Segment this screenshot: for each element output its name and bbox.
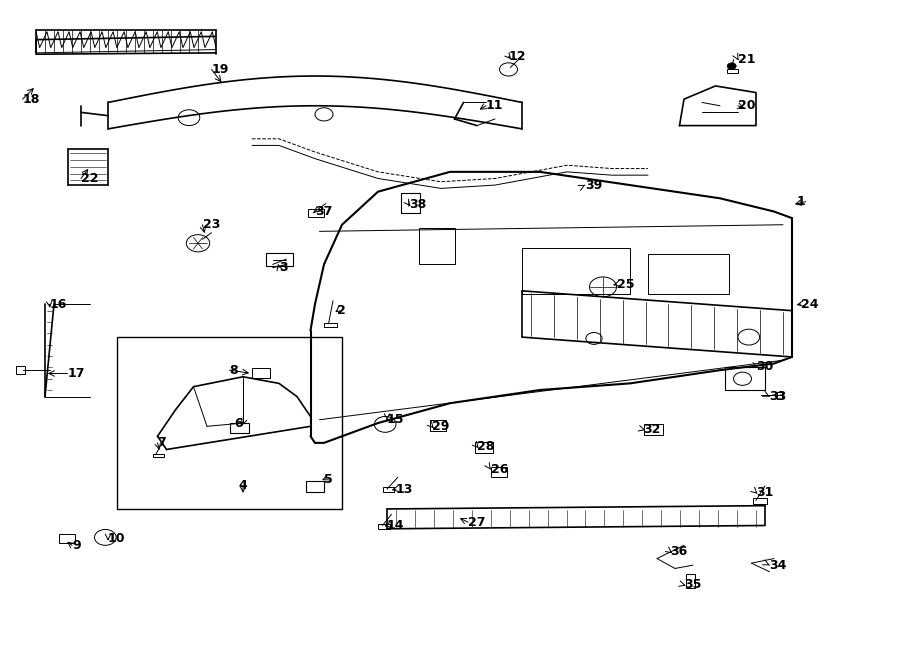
Text: 10: 10: [108, 532, 125, 545]
Bar: [117, 337, 342, 509]
Bar: [266, 253, 292, 266]
Text: 34: 34: [770, 559, 787, 572]
Text: 14: 14: [387, 519, 404, 532]
Bar: [308, 209, 324, 217]
Bar: [418, 228, 454, 264]
Text: 22: 22: [81, 172, 98, 185]
Text: 27: 27: [468, 516, 485, 529]
Bar: [153, 454, 164, 457]
Bar: [475, 442, 493, 453]
Bar: [230, 423, 249, 433]
Bar: [777, 392, 782, 399]
Text: 1: 1: [796, 195, 806, 208]
Text: 6: 6: [234, 416, 243, 430]
Text: 28: 28: [477, 440, 494, 453]
Text: 35: 35: [684, 578, 701, 592]
Text: 30: 30: [756, 360, 773, 373]
Text: 15: 15: [387, 413, 404, 426]
Bar: [686, 574, 695, 588]
Text: 3: 3: [279, 261, 288, 274]
Text: 20: 20: [738, 99, 755, 112]
Bar: [753, 498, 767, 504]
Bar: [724, 367, 765, 390]
Bar: [648, 254, 729, 294]
Text: 24: 24: [801, 297, 818, 311]
Text: 39: 39: [585, 178, 602, 192]
Bar: [252, 368, 270, 378]
Text: 37: 37: [315, 205, 332, 218]
Bar: [16, 366, 25, 374]
Text: 13: 13: [396, 483, 413, 496]
Text: 33: 33: [770, 390, 787, 403]
Text: 18: 18: [22, 93, 40, 106]
Text: 2: 2: [338, 304, 346, 317]
Text: 11: 11: [486, 99, 503, 112]
Bar: [400, 193, 420, 213]
Bar: [522, 248, 630, 294]
Bar: [306, 481, 324, 492]
Bar: [58, 534, 75, 543]
Text: 9: 9: [72, 539, 81, 552]
Text: 19: 19: [212, 63, 229, 76]
Text: 31: 31: [756, 486, 773, 499]
Text: 17: 17: [68, 367, 85, 380]
Text: 26: 26: [491, 463, 508, 476]
Text: 25: 25: [616, 278, 634, 291]
Text: 23: 23: [202, 218, 220, 231]
Text: 8: 8: [230, 364, 238, 377]
Text: 29: 29: [432, 420, 449, 433]
Bar: [644, 424, 663, 435]
Text: 4: 4: [238, 479, 248, 492]
Bar: [430, 420, 446, 431]
Bar: [324, 323, 337, 327]
Bar: [383, 487, 394, 492]
Text: 36: 36: [670, 545, 688, 559]
Text: 12: 12: [508, 50, 526, 63]
Text: 21: 21: [738, 53, 755, 66]
Text: 7: 7: [158, 436, 166, 449]
Bar: [727, 69, 738, 73]
Bar: [378, 524, 390, 529]
Text: 16: 16: [50, 297, 67, 311]
Circle shape: [727, 63, 736, 69]
Text: 32: 32: [644, 423, 661, 436]
Text: 5: 5: [324, 473, 333, 486]
Bar: [491, 467, 507, 477]
Text: 38: 38: [410, 198, 427, 212]
